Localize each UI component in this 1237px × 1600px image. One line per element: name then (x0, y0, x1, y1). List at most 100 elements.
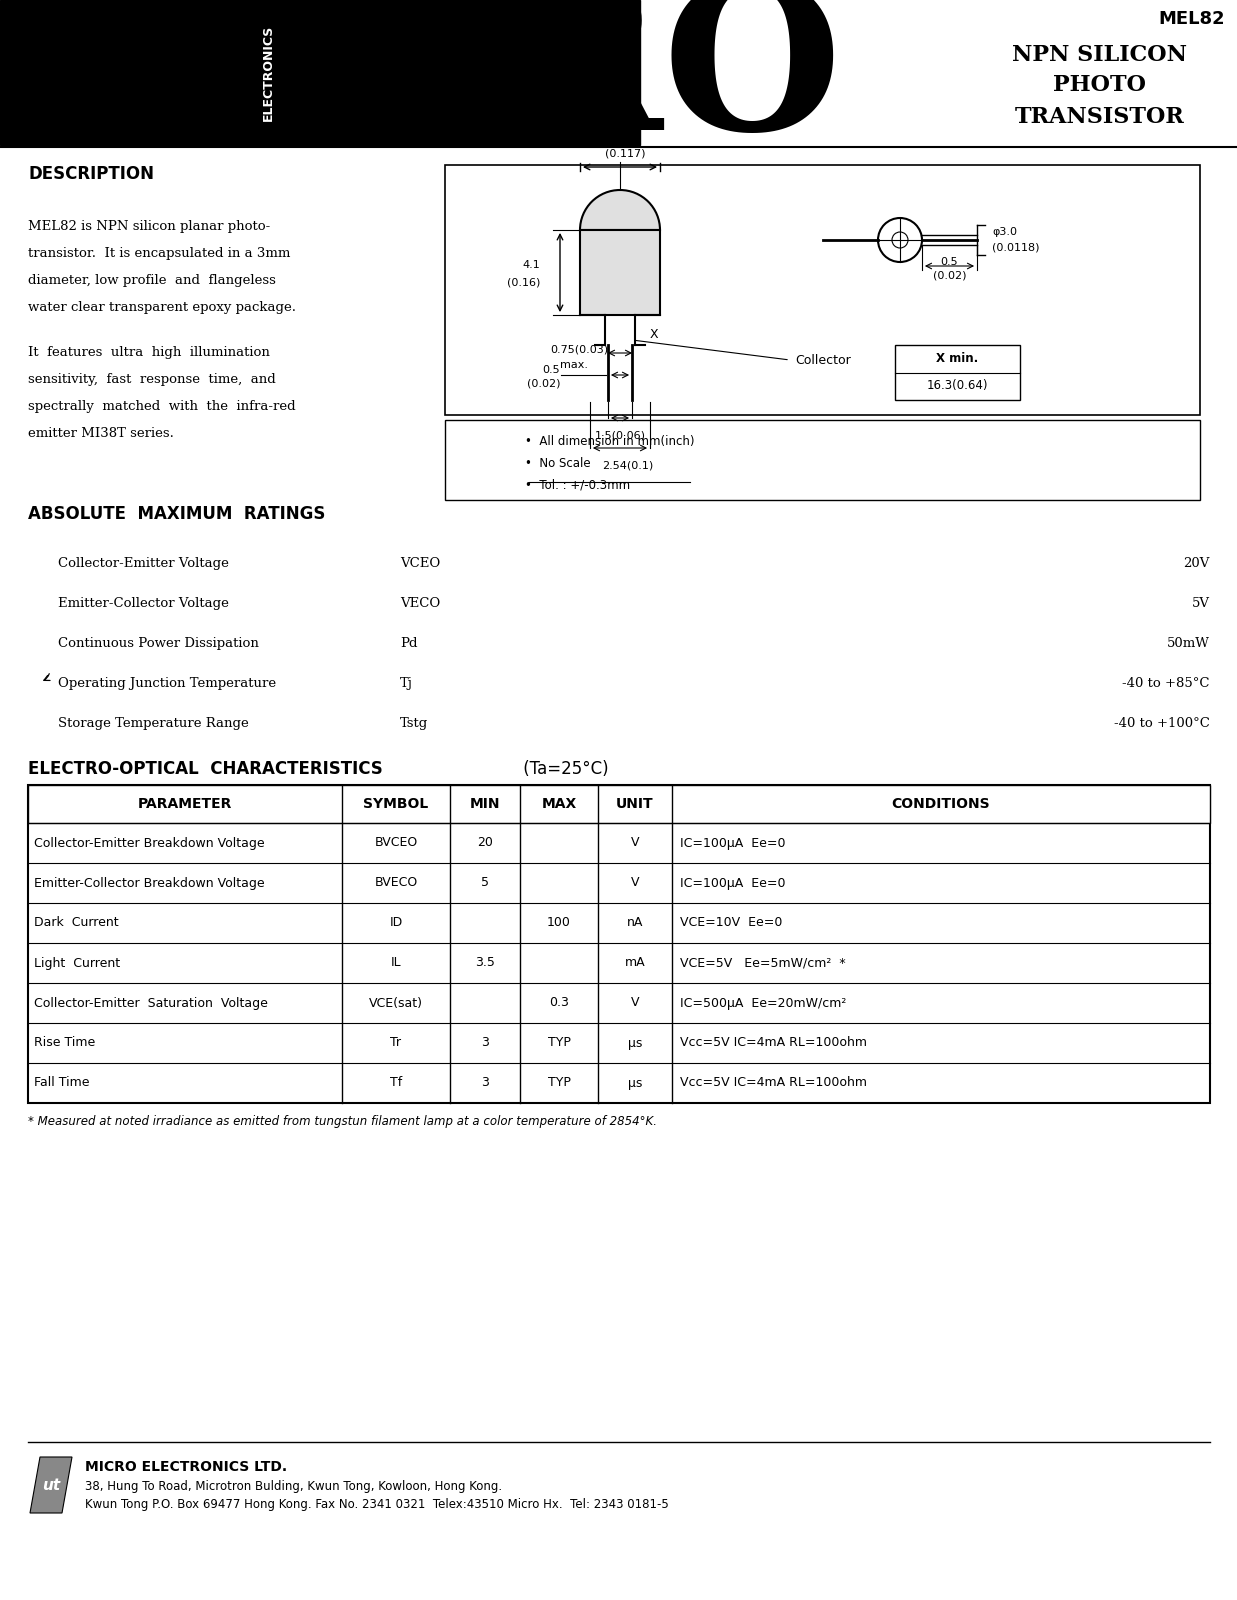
Text: Pd: Pd (400, 637, 418, 650)
Text: transistor.  It is encapsulated in a 3mm: transistor. It is encapsulated in a 3mm (28, 246, 291, 259)
Text: IC=500μA  Ee=20mW/cm²: IC=500μA Ee=20mW/cm² (680, 997, 846, 1010)
Text: VCE=5V   Ee=5mW/cm²  *: VCE=5V Ee=5mW/cm² * (680, 957, 846, 970)
Text: Rise Time: Rise Time (33, 1037, 95, 1050)
Text: IL: IL (391, 957, 401, 970)
Text: 38, Hung To Road, Microtron Bulding, Kwun Tong, Kowloon, Hong Kong.: 38, Hung To Road, Microtron Bulding, Kwu… (85, 1480, 502, 1493)
Text: φ3.0: φ3.0 (992, 227, 1017, 237)
Text: -40 to +85°C: -40 to +85°C (1122, 677, 1210, 690)
Text: Continuous Power Dissipation: Continuous Power Dissipation (58, 637, 259, 650)
Text: Tj: Tj (400, 677, 413, 690)
Text: 16.3(0.64): 16.3(0.64) (927, 379, 988, 392)
Text: ELECTRO-OPTICAL  CHARACTERISTICS: ELECTRO-OPTICAL CHARACTERISTICS (28, 760, 382, 778)
Text: Emitter-Collector Breakdown Voltage: Emitter-Collector Breakdown Voltage (33, 877, 265, 890)
Text: Tr: Tr (391, 1037, 402, 1050)
Text: ut: ut (42, 1477, 61, 1493)
Text: Dark  Current: Dark Current (33, 917, 119, 930)
Text: Operating Junction Temperature: Operating Junction Temperature (58, 677, 276, 690)
Text: Vcc=5V IC=4mA RL=100ohm: Vcc=5V IC=4mA RL=100ohm (680, 1077, 867, 1090)
Text: spectrally  matched  with  the  infra-red: spectrally matched with the infra-red (28, 400, 296, 413)
Text: •  Tol. : +/-0.3mm: • Tol. : +/-0.3mm (524, 478, 630, 493)
Text: (0.0118): (0.0118) (992, 243, 1039, 253)
Text: * Measured at noted irradiance as emitted from tungstun filament lamp at a color: * Measured at noted irradiance as emitte… (28, 1115, 657, 1128)
Text: 50mW: 50mW (1168, 637, 1210, 650)
Wedge shape (580, 190, 661, 230)
Text: V: V (631, 997, 640, 1010)
Text: TYP: TYP (548, 1077, 570, 1090)
Text: ABSOLUTE  MAXIMUM  RATINGS: ABSOLUTE MAXIMUM RATINGS (28, 506, 325, 523)
Text: BVECO: BVECO (375, 877, 418, 890)
Text: NPN SILICON: NPN SILICON (1013, 43, 1188, 66)
Text: DESCRIPTION: DESCRIPTION (28, 165, 153, 182)
Text: Collector-Emitter Breakdown Voltage: Collector-Emitter Breakdown Voltage (33, 837, 265, 850)
Text: 4.1: 4.1 (522, 259, 541, 269)
Bar (28, 786, 1210, 822)
Text: sensitivity,  fast  response  time,  and: sensitivity, fast response time, and (28, 373, 276, 386)
Text: 3: 3 (481, 1037, 489, 1050)
Text: 0.3: 0.3 (549, 997, 569, 1010)
Text: diameter, low profile  and  flangeless: diameter, low profile and flangeless (28, 274, 276, 286)
Text: MICRO ELECTRONICS LTD.: MICRO ELECTRONICS LTD. (85, 1459, 287, 1474)
Text: ID: ID (390, 917, 402, 930)
Polygon shape (30, 1458, 72, 1514)
Text: 5: 5 (481, 877, 489, 890)
Text: Fall Time: Fall Time (33, 1077, 89, 1090)
Text: X min.: X min. (936, 352, 978, 365)
Text: -40 to +100°C: -40 to +100°C (1115, 717, 1210, 730)
Text: VCE(sat): VCE(sat) (369, 997, 423, 1010)
Text: MIN: MIN (470, 797, 500, 811)
Text: TYP: TYP (548, 1037, 570, 1050)
Bar (0, 0, 640, 146)
Text: (Ta=25°C): (Ta=25°C) (518, 760, 609, 778)
Text: VECO: VECO (400, 597, 440, 610)
Text: Tf: Tf (390, 1077, 402, 1090)
Text: (0.02): (0.02) (527, 378, 560, 387)
Text: φ2.97: φ2.97 (609, 134, 641, 146)
Text: water clear transparent epoxy package.: water clear transparent epoxy package. (28, 301, 296, 314)
Bar (445, 419, 1200, 499)
Text: MEL82 is NPN silicon planar photo-: MEL82 is NPN silicon planar photo- (28, 219, 270, 234)
Text: (0.02): (0.02) (933, 270, 966, 280)
Bar (445, 165, 1200, 414)
Text: PARAMETER: PARAMETER (137, 797, 233, 811)
Text: Storage Temperature Range: Storage Temperature Range (58, 717, 249, 730)
Text: Collector: Collector (795, 354, 851, 366)
Text: 1.5(0.06): 1.5(0.06) (595, 430, 646, 440)
Text: μs: μs (628, 1077, 642, 1090)
Text: emitter MI38T series.: emitter MI38T series. (28, 427, 174, 440)
Text: V: V (631, 877, 640, 890)
Text: 0.75(0.03): 0.75(0.03) (550, 344, 609, 354)
Text: V: V (631, 837, 640, 850)
Text: MEL82: MEL82 (1158, 10, 1225, 27)
Text: 20: 20 (477, 837, 492, 850)
Text: X: X (649, 328, 658, 341)
Text: nA: nA (627, 917, 643, 930)
Text: VCE=10V  Ee=0: VCE=10V Ee=0 (680, 917, 782, 930)
Text: IC=100μA  Ee=0: IC=100μA Ee=0 (680, 837, 785, 850)
Text: MICRO: MICRO (5, 0, 842, 173)
Text: 3.5: 3.5 (475, 957, 495, 970)
Text: mA: mA (625, 957, 646, 970)
Text: 0.5: 0.5 (940, 258, 959, 267)
Text: UNIT: UNIT (616, 797, 654, 811)
Text: PHOTO: PHOTO (1054, 74, 1147, 96)
Text: (0.16): (0.16) (507, 277, 541, 288)
Text: 2.54(0.1): 2.54(0.1) (602, 461, 653, 470)
Text: 5V: 5V (1192, 597, 1210, 610)
Text: SYMBOL: SYMBOL (364, 797, 429, 811)
Text: max.: max. (560, 360, 588, 370)
Text: (0.117): (0.117) (605, 149, 646, 158)
Bar (580, 230, 661, 315)
Text: Emitter-Collector Voltage: Emitter-Collector Voltage (58, 597, 229, 610)
Text: Light  Current: Light Current (33, 957, 120, 970)
Text: Collector-Emitter  Saturation  Voltage: Collector-Emitter Saturation Voltage (33, 997, 268, 1010)
Text: •  All dimension in mm(inch): • All dimension in mm(inch) (524, 435, 694, 448)
Text: •  No Scale: • No Scale (524, 458, 590, 470)
Text: 3: 3 (481, 1077, 489, 1090)
Text: μs: μs (628, 1037, 642, 1050)
Text: 20V: 20V (1184, 557, 1210, 570)
Text: CONDITIONS: CONDITIONS (892, 797, 991, 811)
Text: ELECTRONICS: ELECTRONICS (261, 26, 275, 122)
Text: It  features  ultra  high  illumination: It features ultra high illumination (28, 346, 270, 358)
Text: Kwun Tong P.O. Box 69477 Hong Kong. Fax No. 2341 0321  Telex:43510 Micro Hx.  Te: Kwun Tong P.O. Box 69477 Hong Kong. Fax … (85, 1498, 669, 1510)
Text: Tstg: Tstg (400, 717, 428, 730)
